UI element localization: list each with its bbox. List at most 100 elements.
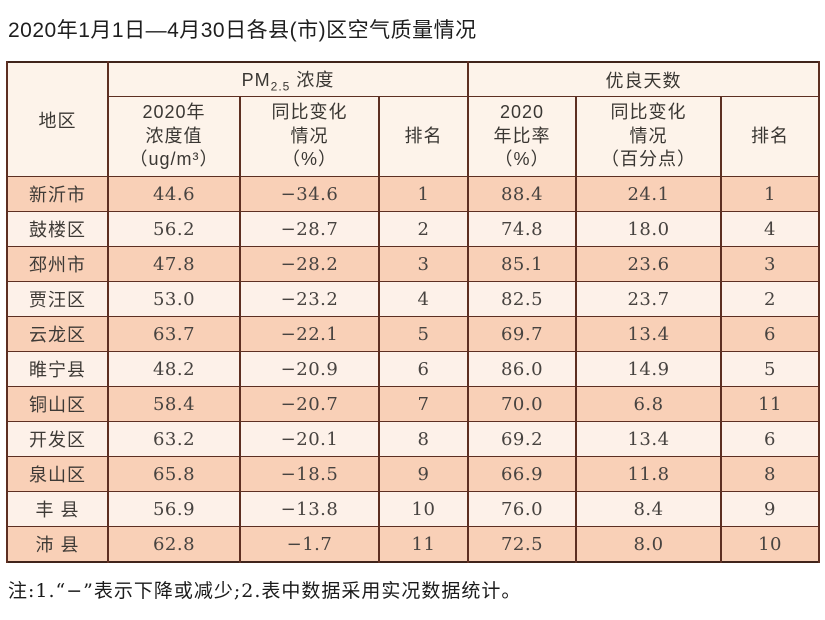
cell-region: 贾汪区: [6, 281, 109, 317]
cell-region: 鼓楼区: [6, 211, 109, 247]
table-row: 新沂市 44.6 −34.6 1 88.4 24.1 1: [6, 176, 821, 212]
cell-ratio-rank: 4: [720, 211, 821, 247]
header-pm25-value: 2020年 浓度值 （ug/m³）: [107, 96, 241, 177]
cell-pm25-change: −28.7: [239, 211, 380, 247]
header-region: 地区: [6, 61, 109, 177]
cell-pm25-value: 47.8: [107, 246, 241, 282]
header-good-days-group: 优良天数: [467, 61, 821, 97]
cell-ratio: 72.5: [467, 526, 578, 563]
cell-pm25-value: 65.8: [107, 456, 241, 492]
cell-pm25-change: −22.1: [239, 316, 380, 352]
header-ratio-rank: 排名: [720, 96, 821, 177]
cell-pm25-value: 48.2: [107, 351, 241, 387]
cell-ratio-change: 14.9: [575, 351, 723, 387]
cell-ratio: 85.1: [467, 246, 578, 282]
cell-ratio: 69.7: [467, 316, 578, 352]
pm25-label-suffix: 浓度: [290, 69, 335, 90]
cell-ratio: 74.8: [467, 211, 578, 247]
header-pm25-group: PM2.5 浓度: [106, 61, 470, 97]
cell-pm25-value: 53.0: [107, 281, 241, 317]
cell-ratio-rank: 1: [720, 176, 821, 212]
cell-ratio-change: 18.0: [575, 211, 723, 247]
cell-pm25-rank: 11: [377, 526, 470, 563]
table-header: 地区 PM2.5 浓度 优良天数 2020年 浓度值 （ug/m³） 同比变化 …: [6, 61, 821, 177]
cell-ratio-change: 6.8: [575, 386, 723, 422]
cell-ratio-change: 23.7: [575, 281, 723, 317]
cell-region: 丰 县: [6, 491, 109, 527]
cell-ratio-rank: 6: [720, 316, 821, 352]
cell-region: 新沂市: [6, 176, 109, 212]
cell-ratio: 86.0: [467, 351, 578, 387]
cell-ratio-rank: 10: [720, 526, 821, 563]
table-row: 铜山区 58.4 −20.7 7 70.0 6.8 11: [6, 386, 821, 422]
cell-ratio-rank: 11: [720, 386, 821, 422]
cell-pm25-rank: 10: [377, 491, 470, 527]
cell-ratio: 82.5: [467, 281, 578, 317]
cell-region: 泉山区: [6, 456, 109, 492]
table-row: 睢宁县 48.2 −20.9 6 86.0 14.9 5: [6, 351, 821, 387]
table-row: 泉山区 65.8 −18.5 9 66.9 11.8 8: [6, 456, 821, 492]
cell-pm25-change: −1.7: [239, 526, 380, 563]
cell-pm25-rank: 1: [377, 176, 470, 212]
cell-pm25-value: 63.7: [107, 316, 241, 352]
cell-region: 云龙区: [6, 316, 109, 352]
table-row: 贾汪区 53.0 −23.2 4 82.5 23.7 2: [6, 281, 821, 317]
header-ratio-change: 同比变化 情况 （百分点）: [575, 96, 723, 177]
cell-pm25-rank: 7: [377, 386, 470, 422]
cell-ratio-change: 24.1: [575, 176, 723, 212]
cell-ratio-rank: 6: [720, 421, 821, 457]
table-row: 开发区 63.2 −20.1 8 69.2 13.4 6: [6, 421, 821, 457]
cell-pm25-value: 58.4: [107, 386, 241, 422]
cell-pm25-change: −20.1: [239, 421, 380, 457]
page-title: 2020年1月1日—4月30日各县(市)区空气质量情况: [8, 19, 477, 42]
cell-ratio-change: 13.4: [575, 421, 723, 457]
cell-pm25-rank: 9: [377, 456, 470, 492]
cell-ratio-rank: 5: [720, 351, 821, 387]
table-body: 新沂市 44.6 −34.6 1 88.4 24.1 1 鼓楼区 56.2 −28.7 2 74.8 1…: [6, 176, 821, 563]
cell-pm25-change: −23.2: [239, 281, 380, 317]
cell-pm25-change: −20.7: [239, 386, 380, 422]
cell-region: 睢宁县: [6, 351, 109, 387]
cell-ratio-rank: 8: [720, 456, 821, 492]
cell-pm25-change: −20.9: [239, 351, 380, 387]
cell-pm25-rank: 8: [377, 421, 470, 457]
cell-ratio-change: 8.4: [575, 491, 723, 527]
header-ratio: 2020 年比率 （%）: [467, 96, 578, 177]
cell-region: 邳州市: [6, 246, 109, 282]
cell-ratio-change: 13.4: [575, 316, 723, 352]
table-row: 沛 县 62.8 −1.7 11 72.5 8.0 10: [6, 526, 821, 563]
cell-ratio: 70.0: [467, 386, 578, 422]
cell-ratio-change: 11.8: [575, 456, 723, 492]
cell-pm25-rank: 2: [377, 211, 470, 247]
cell-pm25-change: −28.2: [239, 246, 380, 282]
cell-pm25-value: 63.2: [107, 421, 241, 457]
cell-pm25-rank: 6: [377, 351, 470, 387]
cell-ratio: 66.9: [467, 456, 578, 492]
cell-region: 铜山区: [6, 386, 109, 422]
header-pm25-change: 同比变化 情况 （%）: [239, 96, 380, 177]
header-pm25-rank: 排名: [377, 96, 470, 177]
pm25-label-prefix: PM: [241, 69, 271, 90]
cell-pm25-rank: 3: [377, 246, 470, 282]
header-group-row: 地区 PM2.5 浓度 优良天数: [6, 61, 821, 177]
pm25-label-subscript: 2.5: [270, 79, 291, 94]
cell-pm25-change: −13.8: [239, 491, 380, 527]
cell-ratio-change: 8.0: [575, 526, 723, 563]
cell-region: 沛 县: [6, 526, 109, 563]
table-row: 云龙区 63.7 −22.1 5 69.7 13.4 6: [6, 316, 821, 352]
page: 2020年1月1日—4月30日各县(市)区空气质量情况 地区 PM2.5 浓度 …: [6, 19, 821, 602]
cell-ratio-change: 23.6: [575, 246, 723, 282]
cell-pm25-value: 56.9: [107, 491, 241, 527]
cell-ratio: 69.2: [467, 421, 578, 457]
footnote: 注:1.“−”表示下降或减少;2.表中数据采用实况数据统计。: [8, 580, 522, 602]
cell-pm25-change: −18.5: [239, 456, 380, 492]
cell-pm25-value: 56.2: [107, 211, 241, 247]
table-row: 邳州市 47.8 −28.2 3 85.1 23.6 3: [6, 246, 821, 282]
cell-pm25-change: −34.6: [239, 176, 380, 212]
cell-pm25-value: 62.8: [107, 526, 241, 563]
cell-ratio-rank: 2: [720, 281, 821, 317]
table-row: 丰 县 56.9 −13.8 10 76.0 8.4 9: [6, 491, 821, 527]
air-quality-table: 地区 PM2.5 浓度 优良天数 2020年 浓度值 （ug/m³） 同比变化 …: [6, 61, 821, 563]
cell-ratio: 76.0: [467, 491, 578, 527]
cell-pm25-rank: 4: [377, 281, 470, 317]
